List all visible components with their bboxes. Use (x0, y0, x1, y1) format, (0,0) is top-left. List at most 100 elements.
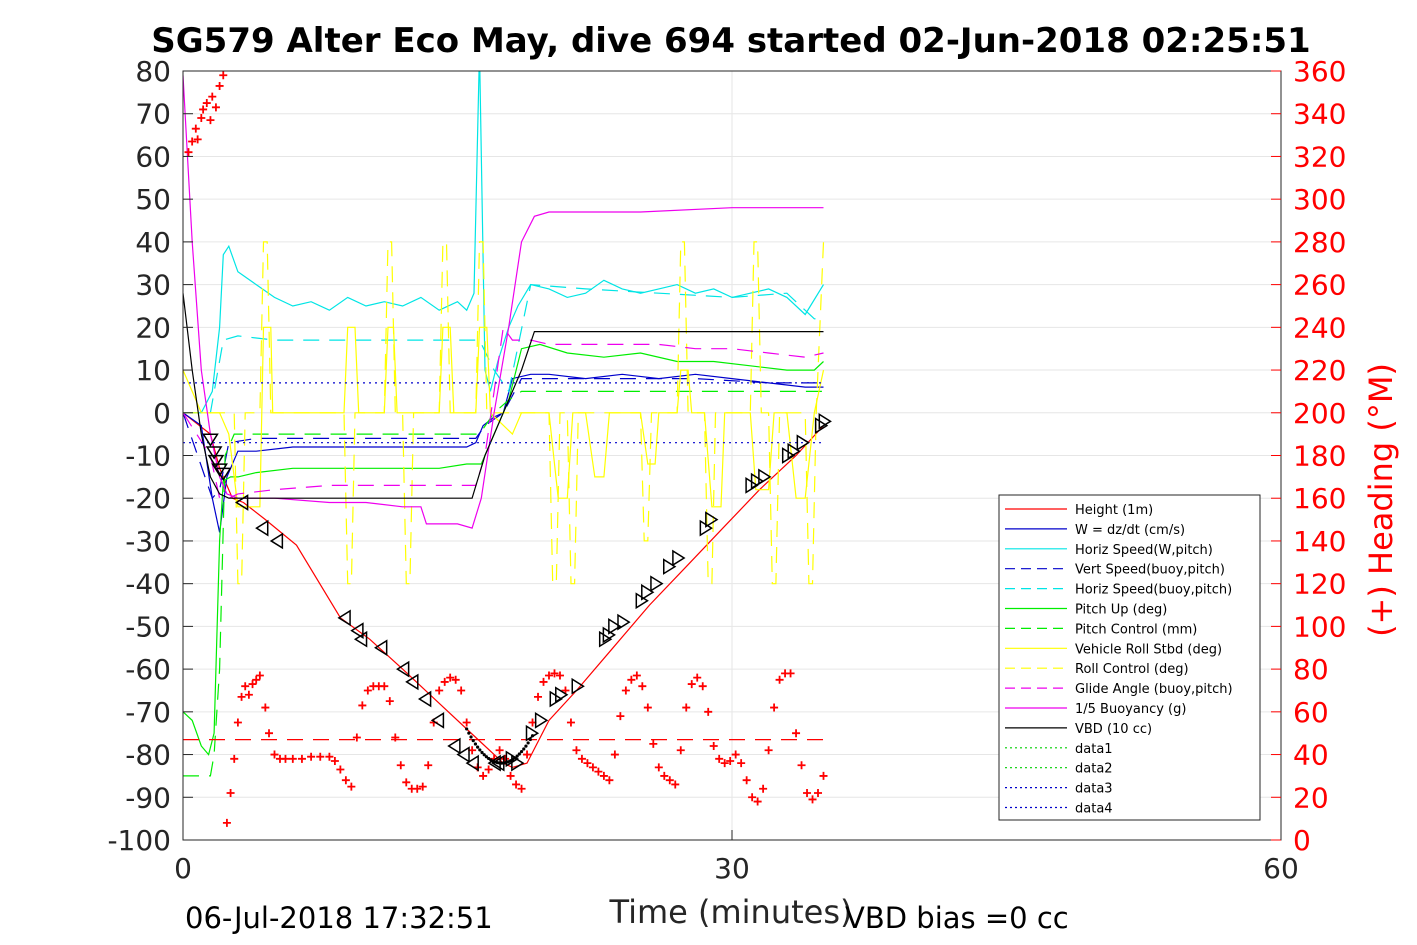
right-tick-label: 120 (1293, 568, 1346, 601)
legend-label-7: Vehicle Roll Stbd (deg) (1075, 642, 1222, 657)
bottom-dot (526, 741, 530, 745)
left-tick-label: -100 (107, 824, 171, 857)
triangle-marker (571, 677, 585, 695)
triangle-marker (598, 630, 613, 648)
left-tick-label: 80 (135, 55, 171, 88)
heading-point (347, 782, 356, 791)
right-tick-label: 100 (1293, 610, 1346, 643)
left-tick-label: 20 (135, 311, 171, 344)
heading-point (770, 703, 779, 712)
heading-point (742, 776, 751, 785)
heading-point (599, 771, 608, 780)
triangle-marker (374, 639, 388, 657)
heading-point (594, 767, 603, 776)
heading-point (512, 780, 521, 789)
left-tick-label: 60 (135, 140, 171, 173)
legend-items: Height (1m) W = dz/dt (cm/s) Horiz Speed(W… (1005, 503, 1233, 817)
heading-point (479, 771, 488, 780)
triangle-marker (234, 494, 249, 511)
triangle-marker (758, 468, 772, 486)
heading-point (230, 754, 239, 763)
heading-point (206, 116, 215, 125)
heading-point (385, 697, 394, 706)
heading-point (184, 148, 193, 157)
heading-point (704, 707, 713, 716)
heading-point (252, 675, 261, 684)
heading-point (588, 763, 597, 772)
bottom-dot (484, 755, 489, 759)
x-axis-ticks: 0 30 60 (174, 830, 1299, 885)
triangle-marker (650, 575, 664, 593)
plot-series (183, 71, 832, 827)
heading-point (517, 784, 526, 793)
series-line-3 (183, 378, 824, 500)
bottom-dot (482, 753, 486, 757)
triangle-marker (447, 737, 461, 755)
heading-point (424, 761, 433, 770)
legend-label-10: 1/5 Buoyancy (g) (1075, 702, 1186, 717)
heading-point (534, 692, 543, 701)
heading-point (748, 793, 757, 802)
left-tick-label: -70 (125, 696, 171, 729)
legend-label-3: Vert Speed(buoy,pitch) (1075, 563, 1225, 578)
right-tick-label: 180 (1293, 440, 1346, 473)
heading-point (188, 137, 197, 146)
heading-point (523, 750, 532, 759)
heading-point (193, 135, 202, 144)
series-line-0 (183, 412, 824, 769)
left-tick-label: -80 (125, 739, 171, 772)
x-tick-label: 60 (1263, 852, 1299, 885)
x-axis-label: Time (minutes) (609, 893, 853, 931)
legend-label-15: data4 (1075, 802, 1113, 817)
bottom-dot (513, 756, 517, 760)
heading-point (627, 675, 636, 684)
heading-point (352, 733, 361, 742)
legend-label-9: Glide Angle (buoy,pitch) (1075, 682, 1233, 697)
triangle-marker (796, 434, 810, 452)
heading-point (671, 780, 680, 789)
heading-point (199, 105, 208, 114)
series-line-6 (183, 390, 824, 777)
heading-point (358, 701, 367, 710)
heading-point (495, 746, 504, 755)
triangle-marker (214, 467, 232, 482)
bottom-dot (478, 748, 482, 752)
bottom-dot (469, 735, 473, 739)
heading-point (457, 686, 466, 695)
legend-label-8: Roll Control (deg) (1075, 662, 1189, 677)
heading-point (792, 729, 801, 738)
triangle-marker (269, 532, 284, 550)
triangle-marker (672, 549, 686, 567)
heading-point (396, 761, 405, 770)
triangle-marker (207, 454, 225, 469)
heading-point (233, 718, 242, 727)
right-tick-label: 220 (1293, 354, 1346, 387)
right-axis-label: (+) Heading (°M) (1362, 363, 1400, 637)
left-tick-label: -30 (125, 525, 171, 558)
heading-point (555, 671, 564, 680)
heading-point (418, 782, 427, 791)
bottom-dot (515, 754, 519, 758)
series-line-9 (183, 325, 824, 499)
heading-point (219, 71, 228, 80)
triangle-marker (617, 613, 631, 631)
left-tick-label: -10 (125, 440, 171, 473)
heading-point (316, 752, 325, 761)
heading-point (753, 797, 762, 806)
bottom-dot (471, 739, 475, 743)
heading-point (341, 776, 350, 785)
left-tick-label: 10 (135, 354, 171, 387)
left-tick-label: 70 (135, 98, 171, 131)
triangle-marker (430, 712, 445, 729)
bottom-dot (476, 745, 480, 749)
triangle-marker (396, 660, 410, 678)
bottom-dot (473, 742, 478, 746)
chart-title: SG579 Alter Eco May, dive 694 started 02… (151, 21, 1310, 61)
right-tick-label: 160 (1293, 482, 1346, 515)
heading-point (649, 739, 658, 748)
legend-label-2: Horiz Speed(W,pitch) (1075, 543, 1213, 558)
heading-point (803, 789, 812, 798)
series-line-11 (183, 293, 824, 499)
heading-point (363, 686, 372, 695)
heading-point (215, 81, 224, 90)
